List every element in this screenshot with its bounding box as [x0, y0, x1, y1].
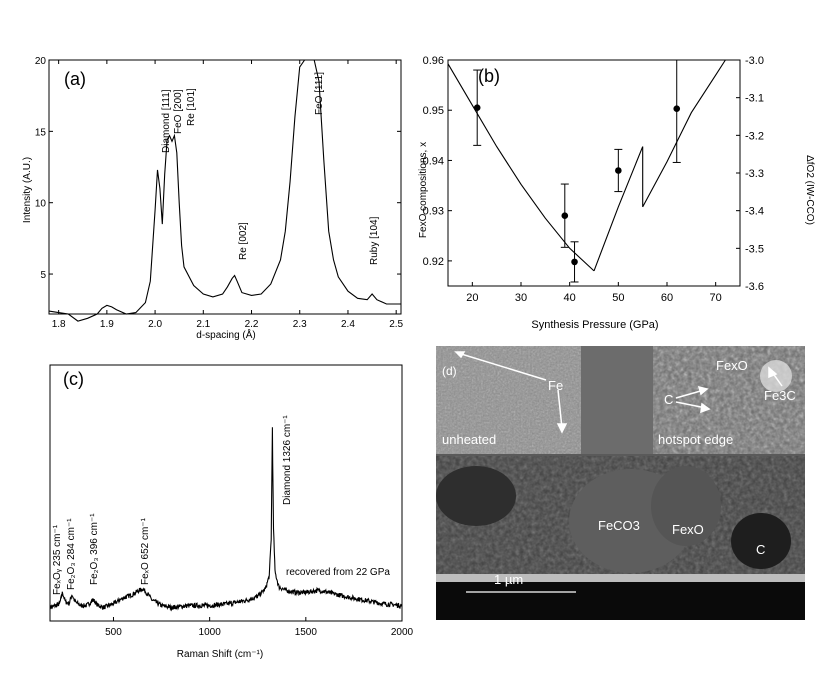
- chart-c-series-line: [49, 427, 403, 612]
- chart-a-ytick-label: 10: [35, 199, 47, 210]
- peak-label-fe2o3-284: Fe₂O₃ 284 cm⁻¹: [66, 518, 77, 590]
- chart-b-ylabel: FexO compositions, x: [418, 142, 429, 238]
- chart-a-ytick-label: 5: [40, 270, 46, 281]
- chart-b-frame: [447, 59, 741, 287]
- chart-a-frame: [48, 59, 402, 315]
- chart-c-xlabel: Raman Shift (cm⁻¹): [177, 649, 263, 660]
- chart-b-ylabel2: ΔfO2 (IW-CCO): [804, 155, 815, 225]
- chart-a-xtick-label: 2.0: [148, 319, 162, 330]
- peak-label-fexoy-235: FeₓOᵧ 235 cm⁻¹: [52, 524, 63, 595]
- sem-label-fexo-inset: FexO: [716, 358, 748, 373]
- chart-b-xtick-label: 50: [612, 292, 624, 304]
- chart-b-xtick-label: 20: [466, 292, 478, 304]
- chart-a: 1.8 1.9 2.0 2.1 2.2 2.3 2.4 2.5 5 10 15 20 (a) d-sp…: [22, 56, 404, 341]
- chart-b-ytick2-label: -3.4: [745, 206, 764, 218]
- chart-b-ytick-label: 0.92: [423, 256, 444, 268]
- chart-a-xlabel: d-spacing (Å): [196, 328, 255, 341]
- chart-a-peak-labels: Diamond [111] FeO [200] Re [101] Re [002…: [161, 72, 380, 265]
- chart-b-point: [673, 105, 681, 113]
- chart-b-ytick2-label: -3.0: [745, 55, 764, 67]
- chart-b-point: [561, 212, 569, 219]
- chart-b: 20 30 40 50 60 70 0.92 0.93 0.94 0.95 0.96 -3.0 -3.1…: [418, 55, 815, 331]
- sem-label-fe: Fe: [548, 378, 564, 393]
- chart-b-ytick2-label: -3.5: [745, 243, 764, 255]
- peak-label-ruby-104: Ruby [104]: [369, 216, 380, 265]
- chart-b-fo2-line-2: [593, 146, 644, 272]
- chart-b-point: [615, 167, 622, 174]
- chart-b-fo2-line-3: [642, 59, 726, 208]
- chart-c-panel-label: (c): [63, 369, 84, 389]
- sem-scale-bar-label: 1 µm: [494, 572, 524, 587]
- chart-b-xtick-label: 30: [515, 292, 527, 304]
- chart-b-panel-label: (b): [478, 66, 500, 86]
- sem-label-feco3: FeCO3: [598, 518, 640, 533]
- chart-a-ytick-label: 15: [35, 127, 47, 138]
- annotation-recovered: recovered from 22 GPa: [286, 567, 390, 578]
- peak-label-re-101: Re [101]: [186, 88, 197, 126]
- peak-label-diamond-111: Diamond [111]: [161, 89, 172, 153]
- sem-label-unheated: unheated: [442, 432, 497, 447]
- chart-b-ytick-label: 0.95: [423, 105, 444, 117]
- chart-a-ytick-label: 20: [35, 56, 47, 67]
- chart-b-ytick2-label: -3.6: [745, 281, 764, 293]
- chart-b-ytick2-label: -3.2: [745, 130, 764, 142]
- chart-b-xlabel: Synthesis Pressure (GPa): [531, 319, 658, 331]
- chart-a-xtick-label: 1.9: [100, 319, 114, 330]
- chart-a-xtick-label: 2.5: [389, 319, 403, 330]
- chart-c-peak-labels: FeₓOᵧ 235 cm⁻¹ Fe₂O₃ 284 cm⁻¹ Fe₂O₃ 396 …: [52, 415, 390, 595]
- sem-label-hotspot-edge: hotspot edge: [658, 432, 734, 447]
- peak-label-re-002: Re [002]: [238, 222, 249, 260]
- chart-a-panel-label: (a): [64, 69, 86, 89]
- chart-c-xtick-label: 1500: [295, 627, 318, 638]
- sem-panel-label: (d): [442, 364, 457, 378]
- chart-a-xtick-label: 2.1: [196, 319, 210, 330]
- sem-label-c-main: C: [756, 542, 766, 557]
- chart-b-fo2-line-1: [447, 63, 595, 272]
- chart-b-ytick-label: 0.94: [423, 155, 444, 167]
- chart-b-point: [473, 104, 481, 112]
- chart-b-ytick-label: 0.93: [423, 206, 444, 218]
- sem-image: (d) unheated Fe hotspot edge FexO C Fe3C…: [436, 346, 805, 620]
- peak-label-diamond-1326: Diamond 1326 cm⁻¹: [282, 415, 293, 505]
- chart-c-xtick-label: 500: [105, 627, 122, 638]
- chart-a-xtick-label: 2.4: [341, 319, 355, 330]
- chart-a-xtick-label: 2.2: [245, 319, 259, 330]
- sem-label-c-inset: C: [664, 392, 674, 407]
- chart-a-xtick-label: 1.8: [52, 319, 66, 330]
- peak-label-feo-111: FeO [111]: [314, 72, 325, 115]
- sem-texture: [436, 346, 805, 620]
- chart-b-xtick-label: 60: [661, 292, 673, 304]
- peak-label-feo-200: FeO [200]: [173, 89, 184, 134]
- chart-c-xtick-label: 1000: [199, 627, 222, 638]
- peak-label-fe2o3-396: Fe₂O₃ 396 cm⁻¹: [89, 513, 100, 585]
- chart-a-series-line: [48, 59, 401, 322]
- sem-label-fexo-main: FexO: [672, 522, 704, 537]
- peak-label-fexo-652: FeₓO 652 cm⁻¹: [140, 517, 151, 585]
- chart-b-ytick2-label: -3.3: [745, 168, 764, 180]
- chart-b-ytick2-label: -3.1: [745, 93, 764, 105]
- chart-c-frame: [49, 364, 403, 622]
- chart-c-xtick-label: 2000: [391, 627, 414, 638]
- sem-label-fe3c: Fe3C: [764, 388, 796, 403]
- chart-b-xtick-label: 70: [710, 292, 722, 304]
- chart-c: 500 1000 1500 2000 (c) Raman Shift (cm⁻¹) F…: [49, 364, 414, 660]
- chart-a-ylabel: Intensity (A.U.): [22, 157, 33, 223]
- chart-b-xtick-label: 40: [564, 292, 576, 304]
- chart-b-ytick-label: 0.96: [423, 55, 444, 67]
- chart-a-xtick-label: 2.3: [293, 319, 307, 330]
- chart-b-point: [571, 258, 578, 266]
